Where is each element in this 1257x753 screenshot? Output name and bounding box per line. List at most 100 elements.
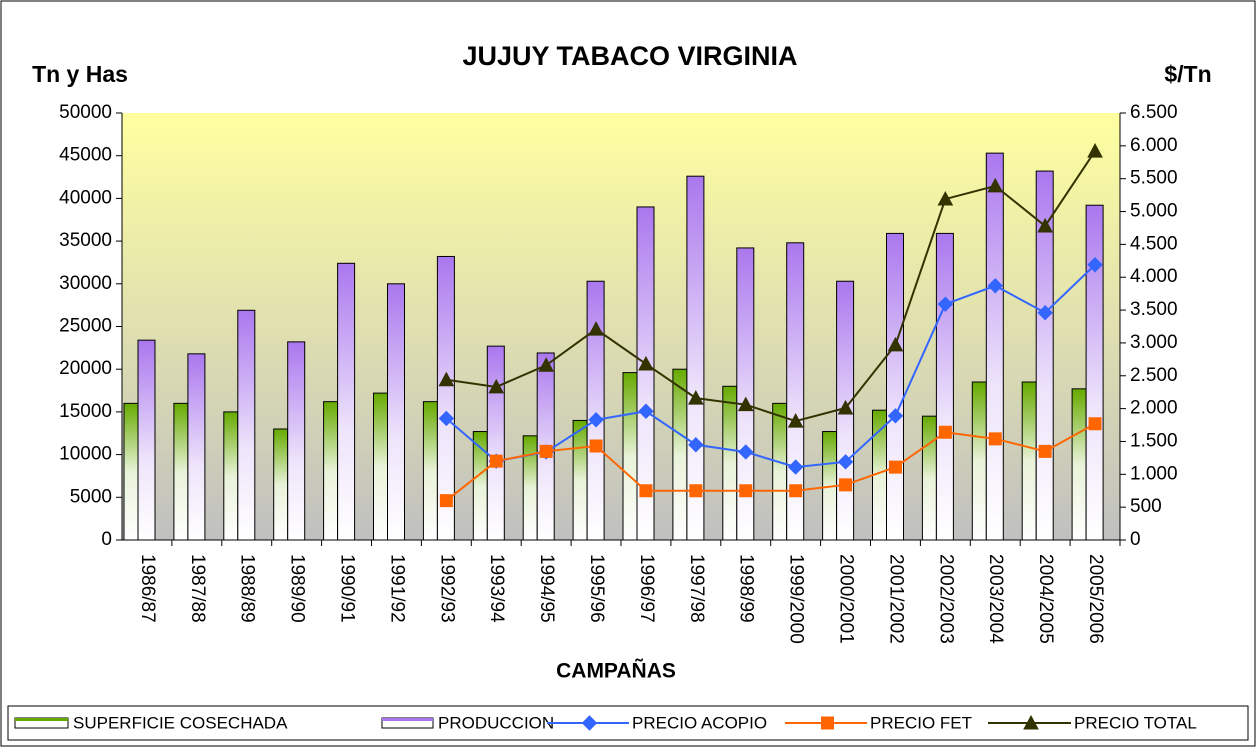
y-tick-label: 40000 [59, 187, 112, 208]
x-tick-label: 1993/94 [486, 554, 507, 623]
point [689, 484, 703, 498]
y-tick-label: 0 [101, 529, 112, 550]
point [1088, 417, 1102, 431]
y2-tick-label: 3.000 [1130, 332, 1178, 353]
y2-tick-label: 6.000 [1130, 135, 1178, 156]
y2-tick-label: 4.000 [1130, 266, 1178, 287]
point [688, 390, 704, 405]
point [438, 371, 455, 387]
bar [486, 345, 505, 541]
y-tick-label: 5000 [70, 486, 112, 507]
bar [686, 175, 705, 541]
bar [323, 401, 339, 541]
y-tick-label: 15000 [59, 401, 112, 422]
point [787, 413, 804, 428]
bar [586, 280, 605, 541]
x-tick-label: 2004/2005 [1035, 554, 1056, 644]
bar [173, 402, 189, 541]
point [937, 296, 954, 312]
line [445, 422, 1096, 502]
point [737, 396, 754, 412]
point [539, 444, 553, 458]
bar [985, 152, 1004, 541]
bar [187, 353, 206, 541]
bar [373, 392, 388, 541]
point [488, 378, 505, 394]
point [638, 355, 654, 371]
point [987, 177, 1004, 193]
x-tick-label: 1999/2000 [786, 554, 807, 644]
y2-tick-label: 5.500 [1130, 168, 1178, 189]
bar [772, 402, 788, 541]
point [839, 478, 853, 492]
point [588, 412, 604, 428]
y2-tick-label: 6.500 [1130, 102, 1178, 123]
chart-title: JUJUY TABACO VIRGINIA [462, 41, 797, 71]
point [887, 336, 904, 352]
x-tick-label: 1989/90 [287, 554, 308, 623]
x-tick-label: 1986/87 [137, 554, 158, 623]
bar [636, 206, 655, 541]
x-tick-label: 1994/95 [536, 554, 557, 623]
y2-tick-label: 5.000 [1130, 201, 1178, 222]
line [445, 264, 1096, 469]
point [1037, 304, 1053, 321]
bar [935, 232, 954, 541]
y2-tick-label: 500 [1130, 496, 1162, 517]
plot-area [122, 113, 1120, 540]
bar [572, 419, 588, 541]
y-tick-label: 35000 [59, 230, 112, 251]
point [938, 425, 952, 439]
bar [123, 402, 139, 541]
bar [387, 283, 405, 541]
bar [622, 372, 638, 541]
bar [672, 368, 688, 541]
bar [137, 339, 156, 541]
point [638, 403, 654, 419]
bar [921, 415, 937, 541]
legend-marker [1023, 714, 1039, 730]
point [1038, 444, 1052, 458]
point [789, 484, 803, 498]
bar [971, 381, 987, 541]
y-axis-title: Tn y Has [32, 61, 128, 87]
y2-tick-label: 1.500 [1130, 430, 1178, 451]
point [639, 484, 653, 498]
point [987, 278, 1003, 294]
point [888, 460, 902, 474]
point [787, 459, 804, 475]
point [837, 399, 854, 415]
line [446, 150, 1096, 423]
y-tick-label: 20000 [59, 358, 112, 379]
legend-label: SUPERFICIE COSECHADA [73, 713, 288, 732]
bar [1085, 204, 1104, 541]
x-tick-label: 1988/89 [237, 554, 258, 623]
point [1087, 143, 1103, 158]
bar [1021, 381, 1037, 541]
bar [1071, 388, 1087, 541]
bar [223, 411, 239, 541]
point [988, 432, 1002, 446]
point [738, 444, 754, 460]
y2-tick-label: 0 [1130, 529, 1141, 550]
x-tick-label: 2000/2001 [836, 554, 857, 644]
x-tick-label: 1997/98 [686, 554, 707, 623]
legend-label: PRECIO TOTAL [1074, 713, 1197, 732]
point [589, 439, 603, 453]
point [688, 437, 704, 453]
x-tick-label: 2003/2004 [985, 554, 1006, 644]
x-tick-label: 1990/91 [337, 554, 358, 623]
y-tick-label: 45000 [59, 145, 112, 166]
point [937, 191, 954, 206]
bar [886, 232, 904, 541]
y2-axis-title: $/Tn [1164, 61, 1211, 87]
point [739, 484, 753, 498]
bar [237, 309, 256, 541]
y2-tick-label: 2.000 [1130, 398, 1178, 419]
x-tick-label: 1987/88 [187, 554, 208, 623]
y2-tick-label: 1.000 [1130, 463, 1178, 484]
legend-label: PRODUCCION [438, 713, 554, 732]
x-tick-label: 1998/99 [736, 554, 757, 623]
y2-tick-label: 4.500 [1130, 233, 1178, 254]
y-tick-label: 30000 [59, 273, 112, 294]
